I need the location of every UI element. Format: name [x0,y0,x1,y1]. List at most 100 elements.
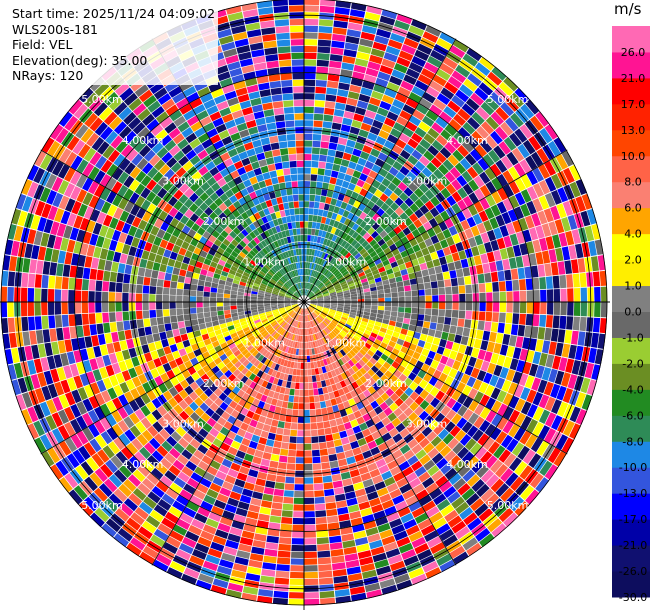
gate-cell [225,589,242,599]
gate-cell [310,296,316,300]
gate-cell [301,349,304,356]
gate-cell [156,348,166,358]
gate-cell [270,212,277,220]
gate-cell [11,208,22,225]
gate-cell [342,195,351,204]
gate-cell [219,242,228,251]
gate-cell [580,287,588,302]
gate-cell [392,449,403,460]
gate-cell [526,302,534,314]
gate-cell [178,363,187,373]
gate-cell [350,517,363,526]
gate-cell [43,219,54,234]
gate-cell [385,548,401,559]
gate-cell [335,272,342,279]
gate-cell [385,172,395,182]
gate-cell [495,431,508,445]
gate-cell [268,522,281,530]
gate-cell [304,497,315,505]
gate-cell [329,60,342,69]
gate-cell [286,324,291,331]
gate-cell [403,318,411,325]
gate-cell [154,433,166,445]
gate-cell [293,396,299,403]
gate-cell [202,524,217,535]
gate-cell [275,255,281,263]
gate-cell [503,235,513,248]
gate-cell [101,302,109,313]
gate-cell [213,140,224,150]
gate-cell [285,305,292,308]
gate-cell [172,228,181,238]
gate-cell [208,235,217,243]
gate-cell [423,373,433,383]
gate-cell [415,360,424,370]
gate-cell [421,327,429,335]
gate-cell [321,252,326,259]
gate-cell [575,243,584,259]
gate-cell [246,447,256,456]
gate-cell [503,136,517,151]
gate-cell [391,302,398,307]
gate-cell [123,188,134,201]
gate-cell [121,349,131,360]
gate-cell [422,477,435,489]
gate-cell [183,198,194,209]
gate-cell [123,320,131,331]
gate-cell [304,248,307,255]
gate-cell [198,428,209,438]
gate-cell [298,315,302,322]
gate-cell [166,157,178,168]
gate-cell [282,330,288,337]
gate-cell [481,469,495,483]
gate-cell [364,582,381,593]
gate-cell [156,294,163,302]
gate-cell [260,329,268,336]
gate-cell [245,387,254,395]
gate-cell [196,483,209,494]
gate-cell [205,161,216,171]
gate-cell [337,424,346,432]
gate-cell [387,554,403,565]
gate-cell [304,221,309,228]
gate-cell [47,383,58,399]
gate-cell [358,359,366,367]
gate-cell [341,232,348,240]
gate-cell [452,442,464,455]
gate-cell [471,347,480,358]
gate-cell [237,305,244,309]
gate-cell [452,149,464,162]
gate-cell [183,308,190,315]
gate-cell [308,292,314,298]
gate-cell [305,308,308,315]
gate-cell [442,57,458,70]
gate-cell [183,295,190,302]
gate-cell [211,412,221,422]
gate-cell [266,285,274,290]
gate-cell [389,105,402,116]
gate-cell [245,362,253,370]
gate-cell [384,505,397,516]
gate-cell [313,288,319,293]
gate-cell [493,364,503,377]
gate-cell [290,571,304,579]
gate-cell [493,227,503,240]
gate-cell [394,197,404,207]
gate-cell [283,394,290,402]
gate-cell [263,487,275,495]
gate-cell [323,296,331,299]
gate-cell [329,460,339,469]
gate-cell [561,437,575,454]
gate-cell [375,349,383,358]
gate-cell [545,315,553,328]
gate-cell [317,46,331,54]
gate-cell [304,558,318,565]
gate-cell [55,460,69,476]
gate-cell [277,271,283,277]
gate-cell [80,128,94,143]
gate-cell [236,342,244,350]
gate-cell [369,250,378,258]
gate-cell [44,342,53,357]
gate-cell [381,499,395,510]
gate-cell [384,310,391,316]
